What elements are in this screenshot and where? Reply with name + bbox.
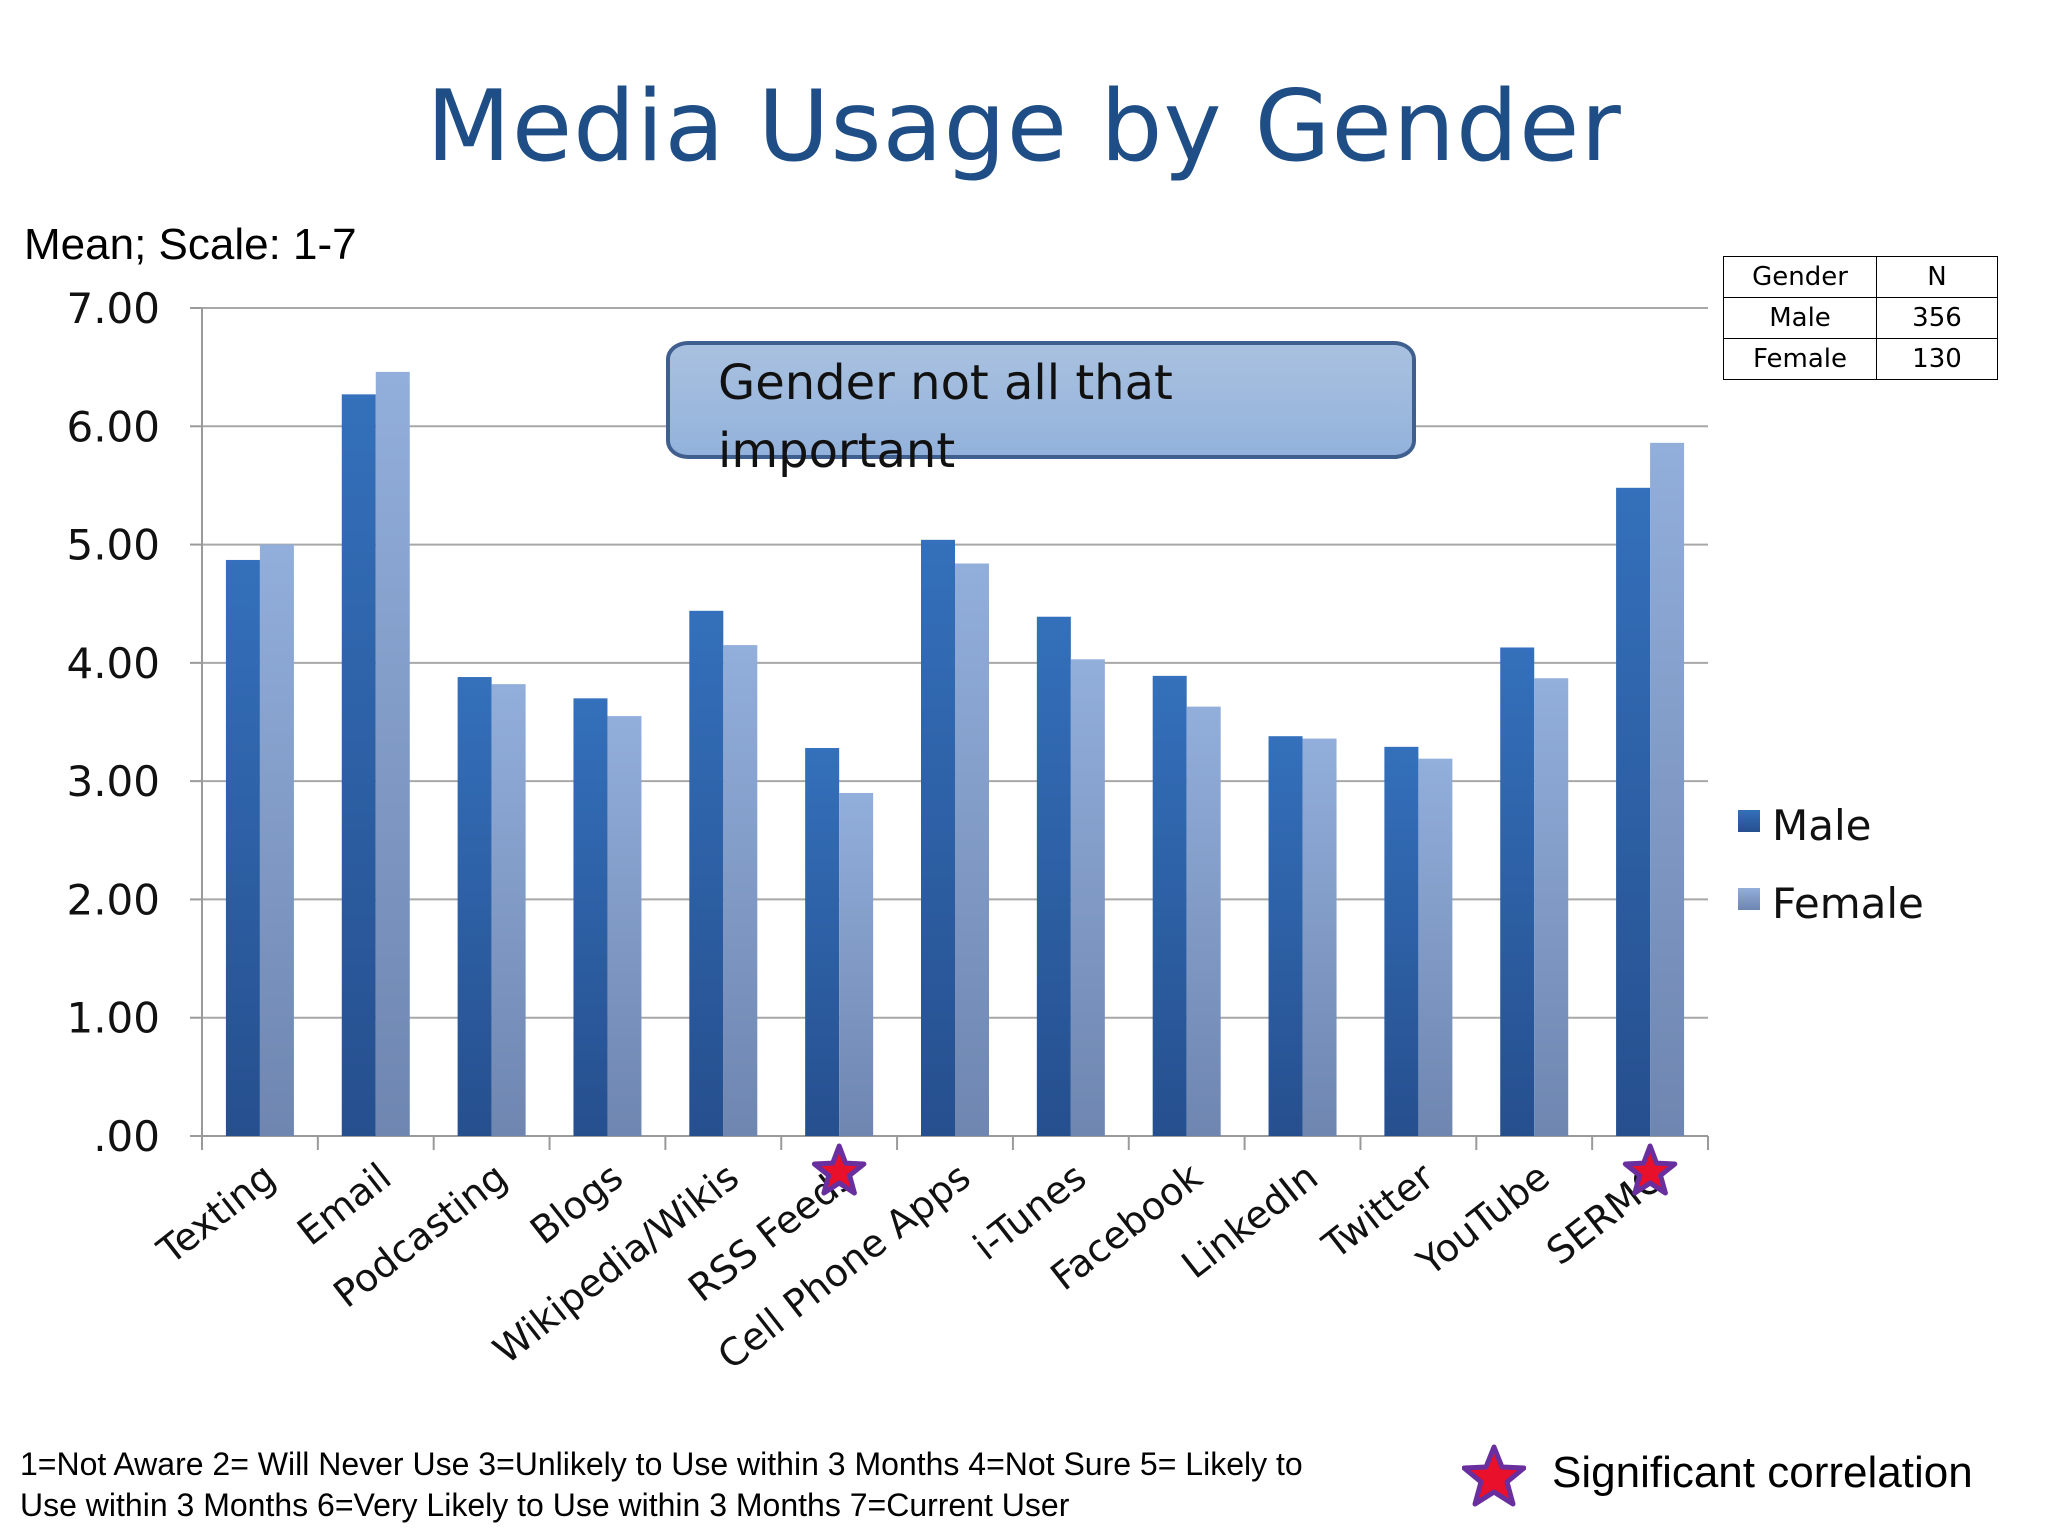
table-cell-n: 130 [1876,338,1998,380]
bar-female [607,716,642,1136]
legend-swatch [1738,810,1760,832]
table-row: Female 130 [1723,338,1998,380]
bar-female [955,563,989,1136]
y-tick-label: 3.00 [66,757,160,806]
bar-female [1418,758,1453,1136]
bar-female [259,544,294,1136]
legend-swatch [1738,888,1760,910]
bar-male [1500,647,1535,1136]
significance-star-icon [1622,1143,1678,1196]
sample-size-table: Gender N Male 356 Female 130 [1723,256,1998,380]
table-header-row: Gender N [1723,256,1998,298]
significance-star-icon [1462,1444,1526,1507]
bar-male [1268,736,1303,1136]
bar-female [1070,659,1105,1136]
bar-female [1534,678,1569,1136]
bar-male [573,698,608,1136]
bar-female [1302,738,1337,1136]
bar-female [1186,706,1221,1136]
chart-title: Media Usage by Gender [426,70,1622,184]
y-tick-label: 5.00 [66,521,160,570]
legend-label: Male [1772,801,1871,850]
bar-female [491,684,526,1136]
bar-male [921,539,955,1136]
bar-female [375,371,410,1137]
table-header-gender: Gender [1723,256,1877,298]
bar-male [457,677,492,1136]
table-cell-gender: Female [1723,338,1877,380]
y-tick-label: 4.00 [66,639,160,688]
bar-male [225,559,260,1136]
chart-subtitle: Mean; Scale: 1-7 [24,220,357,269]
y-tick-label: .00 [93,1112,160,1161]
scale-footnote: 1=Not Aware 2= Will Never Use 3=Unlikely… [20,1446,1303,1523]
bar-male [1616,487,1651,1136]
bar-male [341,394,376,1136]
y-tick-label: 2.00 [66,875,160,924]
x-tick-label: YouTube [1408,1154,1558,1284]
bar-female [839,792,874,1136]
y-tick-label: 1.00 [66,994,160,1043]
y-tick-label: 7.00 [66,284,160,333]
legend-label: Female [1772,879,1924,928]
x-tick-label: Texting [149,1154,284,1273]
callout-box: Gender not all that important [666,341,1416,479]
y-tick-label: 6.00 [66,402,160,451]
bar-male [805,748,840,1136]
bar-female [1650,442,1685,1136]
bar-male [689,610,724,1136]
significance-star-icon [811,1143,867,1196]
bar-male [1036,616,1071,1136]
bar-male [1152,675,1187,1136]
callout-text: Gender not all that important [718,355,1173,479]
table-header-n: N [1876,256,1998,298]
bar-male [1384,746,1419,1136]
significance-label: Significant correlation [1552,1448,1973,1497]
bar-female [723,645,758,1136]
